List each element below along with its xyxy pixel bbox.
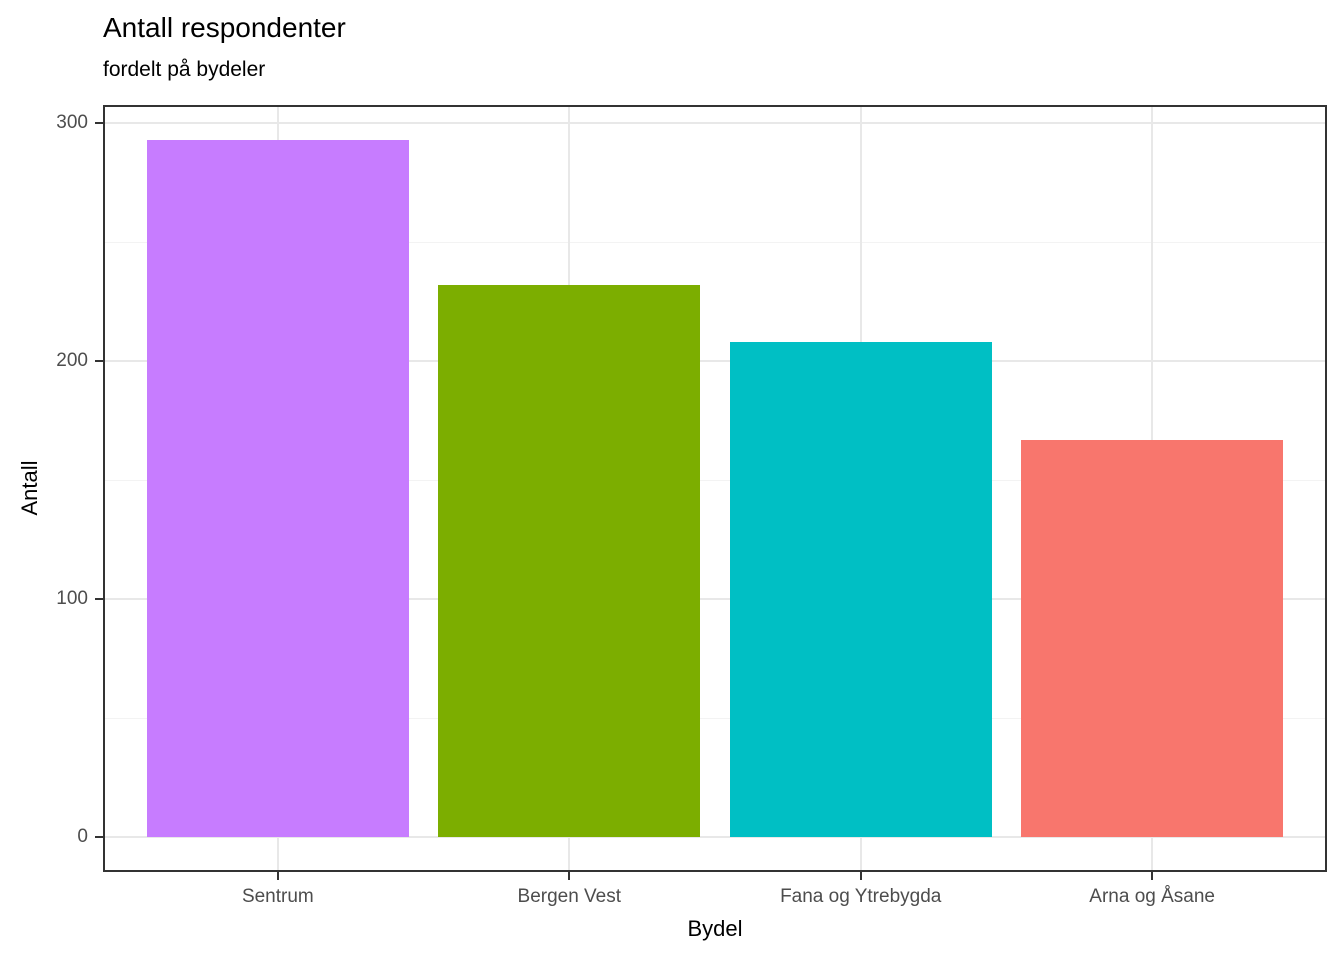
gridline-major (103, 122, 1327, 125)
x-tick-mark (276, 872, 279, 880)
plot-panel (103, 105, 1327, 872)
chart-subtitle: fordelt på bydeler (103, 58, 266, 81)
y-tick-mark (95, 836, 103, 839)
y-tick-label: 200 (56, 350, 88, 372)
x-tick-mark (1151, 872, 1154, 880)
y-tick-mark (95, 360, 103, 363)
gridline-minor (103, 241, 1327, 243)
bar-fana-og-ytrebygda (729, 342, 992, 838)
y-tick-label: 100 (56, 588, 88, 610)
chart-title: Antall respondenter (103, 12, 346, 43)
x-tick-label: Arna og Åsane (1089, 886, 1215, 907)
x-tick-mark (859, 872, 862, 880)
x-tick-label: Sentrum (241, 886, 314, 907)
y-tick-label: 300 (56, 112, 88, 134)
bar-bergen-vest (438, 285, 701, 838)
bar-sentrum (146, 139, 409, 838)
bar-arna-og-sane (1021, 439, 1284, 838)
x-tick-mark (568, 872, 571, 880)
y-tick-mark (95, 598, 103, 601)
y-tick-label: 0 (77, 826, 88, 848)
gridline-major (103, 598, 1327, 601)
gridline-major (103, 360, 1327, 363)
y-axis-title: Antall (17, 460, 42, 516)
gridline-minor (103, 717, 1327, 719)
x-tick-label: Fana og Ytrebygda (780, 886, 942, 907)
x-axis-title: Bydel (687, 916, 743, 941)
gridline-minor (103, 479, 1327, 481)
gridline-major (103, 836, 1327, 839)
x-tick-label: Bergen Vest (517, 886, 622, 907)
y-tick-mark (95, 122, 103, 125)
